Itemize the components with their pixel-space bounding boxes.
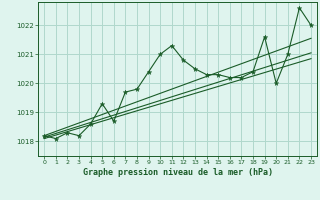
X-axis label: Graphe pression niveau de la mer (hPa): Graphe pression niveau de la mer (hPa) [83,168,273,177]
